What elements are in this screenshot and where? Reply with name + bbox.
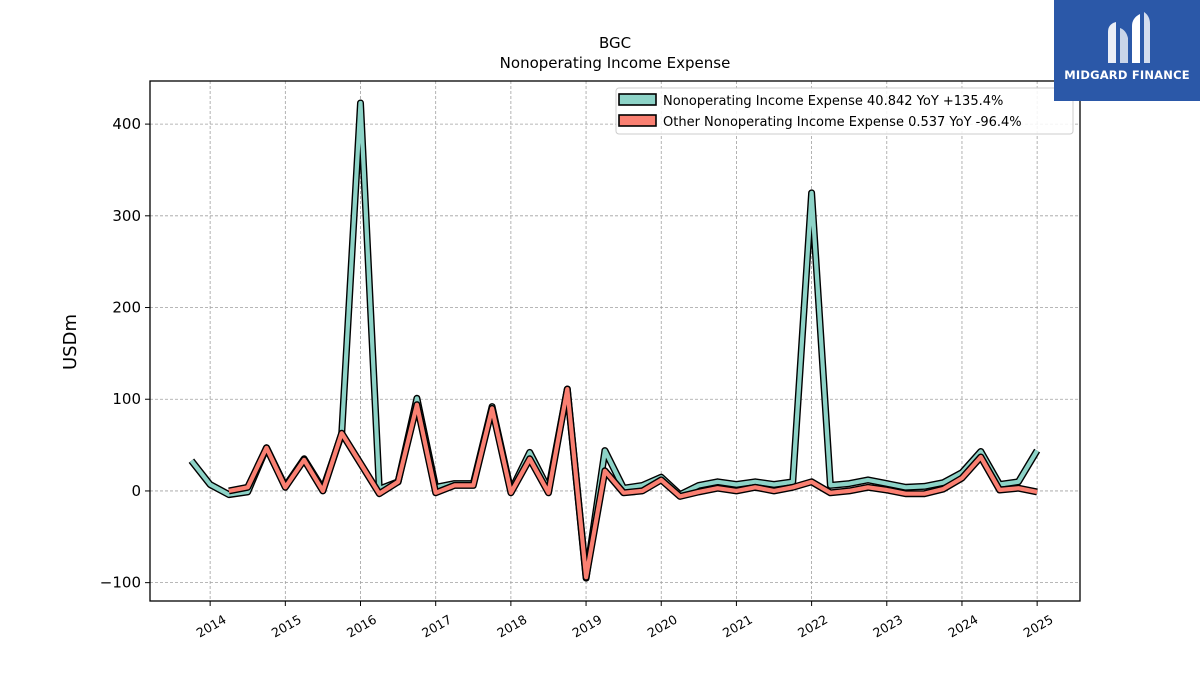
x-tick-label: 2014 bbox=[194, 612, 229, 641]
y-tick-label: 100 bbox=[112, 390, 141, 408]
x-tick-label: 2018 bbox=[494, 612, 529, 641]
legend-label: Other Nonoperating Income Expense 0.537 … bbox=[663, 115, 1022, 130]
y-tick-label: 400 bbox=[112, 115, 141, 133]
x-tick-label: 2020 bbox=[645, 612, 680, 641]
x-tick-label: 2016 bbox=[344, 612, 379, 641]
y-tick-label: 0 bbox=[131, 482, 141, 500]
x-tick-label: 2017 bbox=[419, 612, 454, 641]
x-tick-label: 2024 bbox=[945, 612, 980, 641]
y-tick-label: 300 bbox=[112, 207, 141, 225]
legend-label: Nonoperating Income Expense 40.842 YoY +… bbox=[663, 94, 1003, 109]
series-1-line bbox=[189, 100, 1039, 581]
chart-title: BGC bbox=[599, 34, 631, 52]
y-tick-label: −100 bbox=[100, 574, 141, 592]
y-axis-label: USDm bbox=[60, 314, 81, 370]
grid bbox=[150, 81, 1080, 601]
series-2-outline bbox=[228, 385, 1038, 581]
series-1-outline bbox=[188, 99, 1041, 582]
y-tick-label: 200 bbox=[112, 299, 141, 317]
legend-swatch bbox=[618, 93, 657, 106]
legend-box bbox=[615, 87, 1074, 135]
x-tick-label: 2025 bbox=[1021, 612, 1056, 641]
x-tick-label: 2022 bbox=[795, 612, 830, 641]
x-tick-label: 2023 bbox=[870, 612, 905, 641]
series-2-line bbox=[228, 387, 1038, 580]
midgard-finance-logo: MIDGARD FINANCE bbox=[1054, 0, 1200, 101]
x-tick-label: 2021 bbox=[720, 612, 755, 641]
chart-subtitle: Nonoperating Income Expense bbox=[500, 54, 731, 72]
plot-frame bbox=[149, 80, 1081, 602]
logo-mark-icon bbox=[1108, 12, 1150, 63]
x-tick-label: 2015 bbox=[269, 612, 304, 641]
logo-text: MIDGARD FINANCE bbox=[1064, 68, 1190, 82]
legend-swatch bbox=[618, 114, 657, 127]
x-tick-label: 2019 bbox=[570, 612, 605, 641]
legend: Nonoperating Income Expense 40.842 YoY +… bbox=[615, 87, 1074, 135]
series-lines bbox=[188, 99, 1041, 582]
axis-ticks: −100 0 100 200 300 400 2014 2015 2016 2017 2018 201… bbox=[100, 115, 1056, 640]
